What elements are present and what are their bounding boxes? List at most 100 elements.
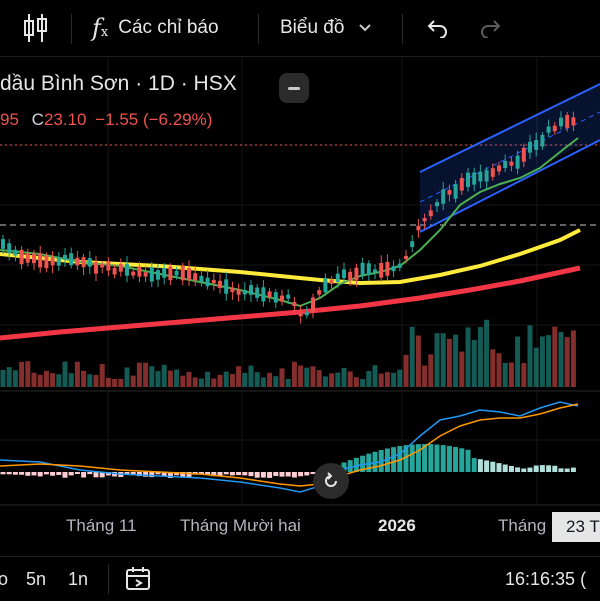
macd-bar bbox=[310, 472, 316, 475]
volume-bar bbox=[533, 347, 539, 387]
volume-bar bbox=[19, 361, 25, 387]
volume-bar bbox=[155, 371, 161, 387]
candle-body bbox=[7, 243, 12, 254]
volume-bar bbox=[366, 371, 372, 387]
indicators-button[interactable]: fx Các chỉ báo bbox=[92, 0, 219, 56]
time-label-year: 2026 bbox=[378, 516, 416, 535]
macd-bar bbox=[155, 472, 161, 475]
clock-text: 16:16:35 ( bbox=[505, 568, 587, 589]
macd-bar bbox=[403, 445, 409, 472]
candle-body bbox=[515, 155, 520, 169]
candle-style-icon[interactable] bbox=[22, 0, 50, 56]
date-range-icon[interactable] bbox=[124, 557, 154, 601]
volume-bar bbox=[118, 378, 124, 387]
ma-short-line bbox=[0, 137, 579, 308]
volume-bar bbox=[0, 369, 6, 387]
macd-bar bbox=[205, 472, 211, 475]
volume-bar bbox=[521, 363, 527, 387]
macd-bar bbox=[298, 472, 304, 477]
candle-body bbox=[255, 287, 260, 298]
volume-bar bbox=[285, 378, 291, 387]
volume-bar bbox=[465, 327, 471, 387]
volume-bar bbox=[508, 362, 514, 387]
candle-body bbox=[435, 202, 439, 207]
candle-body bbox=[286, 294, 291, 299]
redo-icon[interactable] bbox=[480, 0, 504, 56]
volume-bar bbox=[260, 377, 266, 387]
macd-bar bbox=[558, 468, 564, 472]
candle-body bbox=[348, 271, 353, 281]
candle-body bbox=[38, 253, 43, 268]
candle-body bbox=[94, 262, 98, 274]
volume-bar bbox=[62, 361, 68, 387]
volume-bar bbox=[93, 374, 99, 387]
range-button-5n[interactable]: 5n bbox=[26, 568, 47, 589]
volume-bar bbox=[87, 374, 93, 387]
reset-chart-button[interactable] bbox=[313, 463, 349, 499]
macd-bar bbox=[12, 472, 18, 475]
candle-body bbox=[559, 117, 563, 127]
macd-bar bbox=[490, 461, 496, 472]
macd-bar bbox=[291, 472, 297, 478]
macd-histogram bbox=[0, 444, 576, 478]
volume-bar bbox=[384, 372, 390, 387]
macd-bar bbox=[180, 472, 186, 477]
collapse-legend-button[interactable] bbox=[279, 73, 309, 103]
macd-bar bbox=[149, 472, 155, 478]
candle-body bbox=[317, 290, 322, 295]
volume-bar bbox=[347, 371, 353, 387]
macd-bar bbox=[74, 472, 80, 475]
candle-body bbox=[87, 258, 92, 267]
candle-body bbox=[329, 279, 334, 284]
candle-body bbox=[323, 278, 328, 293]
candle-body bbox=[552, 125, 557, 132]
macd-bar bbox=[81, 472, 87, 478]
refresh-icon bbox=[325, 472, 337, 487]
volume-bar bbox=[192, 377, 198, 387]
range-button-1n[interactable]: 1n bbox=[68, 568, 89, 589]
chart-type-button[interactable]: Biểu đồ bbox=[280, 0, 372, 56]
candle-body bbox=[125, 263, 129, 276]
macd-bar bbox=[62, 472, 68, 478]
volume-bar bbox=[515, 336, 521, 387]
candle-body bbox=[404, 255, 408, 259]
undo-icon[interactable] bbox=[424, 0, 448, 56]
volume-bar bbox=[539, 336, 545, 387]
candle-body bbox=[137, 266, 142, 277]
candle-body bbox=[503, 160, 508, 169]
volume-bar bbox=[341, 367, 347, 387]
range-button-0[interactable]: o bbox=[0, 568, 9, 589]
volume-bar bbox=[502, 362, 508, 387]
macd-bar bbox=[409, 444, 415, 472]
volume-bar bbox=[56, 374, 62, 387]
macd-bar bbox=[397, 446, 403, 472]
macd-bar bbox=[484, 460, 490, 472]
volume-bar bbox=[397, 369, 403, 387]
volume-bar bbox=[174, 369, 180, 387]
macd-bar bbox=[477, 459, 483, 472]
macd-bar bbox=[471, 458, 477, 472]
macd-bar bbox=[391, 447, 397, 472]
macd-bar bbox=[428, 444, 434, 472]
candle-body bbox=[335, 273, 340, 283]
macd-bar bbox=[440, 445, 446, 472]
candle-body bbox=[44, 256, 49, 269]
candle-body bbox=[112, 267, 117, 275]
volume-bar bbox=[130, 375, 136, 387]
candle-body bbox=[478, 171, 483, 182]
candle-body bbox=[298, 313, 303, 317]
candle-body bbox=[187, 268, 191, 280]
macd-bar bbox=[31, 472, 37, 476]
macd-bar bbox=[229, 472, 235, 476]
macd-bar bbox=[68, 472, 74, 476]
candle-body bbox=[484, 170, 489, 182]
candle-body bbox=[143, 272, 148, 277]
time-label-nov: Tháng 11 bbox=[66, 516, 137, 535]
volume-bar bbox=[25, 361, 31, 387]
volume-bar bbox=[12, 370, 18, 387]
volume-bar bbox=[254, 372, 260, 387]
macd-bar bbox=[112, 472, 118, 477]
candles bbox=[1, 111, 576, 324]
volume-bar bbox=[403, 354, 409, 387]
